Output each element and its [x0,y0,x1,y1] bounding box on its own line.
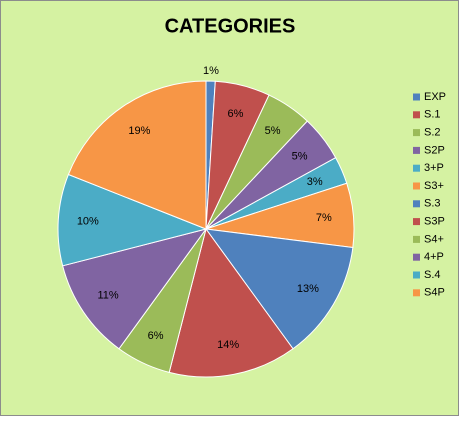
legend-label: S.2 [424,127,441,139]
data-label: 10% [77,215,99,227]
legend-swatch [413,253,420,261]
chart-title: CATEGORIES [165,15,296,37]
pie-slice [204,228,354,350]
legend-label: S3P [424,216,445,228]
legend-swatch [413,146,420,154]
legend-label: EXP [424,91,446,103]
legend-swatch [413,164,420,172]
legend-label: S.3 [424,198,441,210]
legend-swatch [413,93,420,101]
legend-label: S3+ [424,180,444,192]
legend-label: S.1 [424,109,441,121]
legend-swatch [413,289,420,297]
legend-label: 3+P [424,162,444,174]
legend-swatch [413,218,420,226]
legend-swatch [413,271,420,279]
pie-slice [62,228,208,350]
pie-slice [67,80,207,230]
legend-label: S.4 [424,269,441,281]
data-label: 6% [227,108,243,120]
pie-slice [168,227,294,378]
data-label: 5% [265,125,281,137]
data-label: 5% [292,150,308,162]
pie-slice [57,173,208,267]
legend-swatch [413,129,420,137]
data-label: 7% [316,212,332,224]
data-label: 6% [148,330,164,342]
legend-label: S4+ [424,233,444,245]
data-label: 14% [217,339,239,351]
data-label: 1% [203,65,219,77]
legend-label: 4+P [424,251,444,263]
legend-swatch [413,200,420,208]
legend-label: S2P [424,144,445,156]
data-label: 13% [297,283,319,295]
legend-swatch [413,182,420,190]
legend-swatch [413,111,420,119]
data-label: 11% [97,289,118,301]
data-label: 3% [307,176,323,188]
data-label: 19% [128,125,150,137]
legend-label: S4P [424,287,445,299]
legend-swatch [413,235,420,243]
